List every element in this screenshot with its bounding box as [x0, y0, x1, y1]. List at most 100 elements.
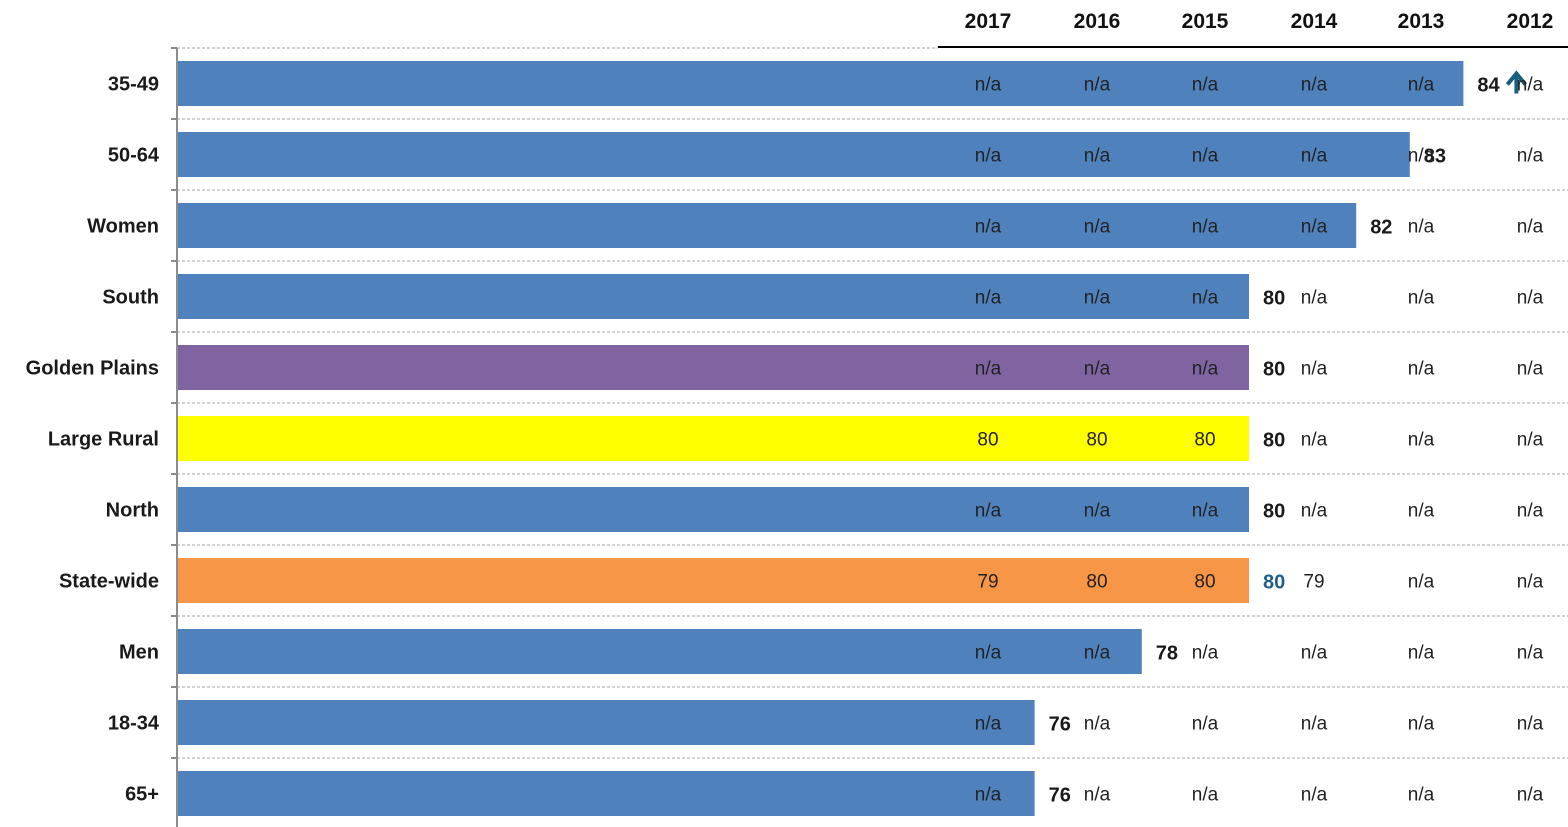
table-cell: n/a: [1084, 359, 1111, 380]
data-label: 80: [1263, 359, 1285, 381]
data-label: 76: [1049, 714, 1071, 736]
table-cell: n/a: [975, 146, 1002, 167]
bar-series: [178, 61, 1464, 816]
table-cell: n/a: [1301, 785, 1328, 806]
table-column-header: 2015: [1182, 10, 1229, 33]
trend-table: 2017 2016 2015 2014 2013 2012 n/a n/a n/a n/a n/a n…: [965, 10, 1554, 806]
table-column-header: 2014: [1291, 10, 1338, 33]
bar: [178, 203, 1357, 248]
data-label: 80: [1263, 430, 1285, 452]
category-label: North: [106, 500, 159, 522]
table-cell: n/a: [1084, 643, 1111, 664]
table-cell: n/a: [975, 288, 1002, 309]
table-cell: n/a: [975, 643, 1002, 664]
table-cell: n/a: [975, 714, 1002, 735]
arrow-up-icon: [1505, 70, 1527, 94]
table-cell: 80: [1194, 572, 1215, 593]
bar: [178, 61, 1464, 106]
table-cell: n/a: [1408, 501, 1435, 522]
table-cell: n/a: [1084, 75, 1111, 96]
table-cell: n/a: [1517, 288, 1544, 309]
table-cell: n/a: [1192, 288, 1219, 309]
category-label: South: [102, 287, 159, 309]
table-cell: n/a: [1517, 146, 1544, 167]
table-cell: n/a: [1084, 146, 1111, 167]
table-cell: n/a: [1517, 714, 1544, 735]
table-cell: n/a: [1301, 217, 1328, 238]
table-cell: n/a: [1408, 643, 1435, 664]
bar: [178, 132, 1410, 177]
table-cell: n/a: [1301, 288, 1328, 309]
bar: [178, 629, 1142, 674]
table-cell: n/a: [1192, 785, 1219, 806]
table-cell: n/a: [975, 217, 1002, 238]
table-cell: n/a: [1517, 359, 1544, 380]
table-cell: n/a: [1408, 75, 1435, 96]
table-cell: n/a: [1517, 785, 1544, 806]
data-label: 84: [1477, 75, 1500, 97]
table-cell: n/a: [1408, 785, 1435, 806]
table-column-header: 2017: [965, 10, 1012, 33]
table-cell: 80: [1086, 572, 1107, 593]
bar: [178, 771, 1035, 816]
labels: 35-49 84 50-64 83 Women 82 South 80 Golden Plain…: [26, 70, 1527, 807]
table-column-header: 2016: [1074, 10, 1121, 33]
category-label: Men: [119, 642, 159, 664]
table-cell: n/a: [1408, 572, 1435, 593]
bar: [178, 487, 1249, 532]
data-label: 80: [1263, 288, 1285, 310]
data-label: 80: [1263, 501, 1285, 523]
table-cell: n/a: [1084, 288, 1111, 309]
table-cell: n/a: [1301, 643, 1328, 664]
table-cell: n/a: [1084, 501, 1111, 522]
table-cell: n/a: [1084, 714, 1111, 735]
data-label: 82: [1370, 217, 1392, 239]
category-label: 65+: [125, 784, 159, 806]
table-cell: 79: [1303, 572, 1324, 593]
table-cell: 80: [1194, 430, 1215, 451]
table-cell: n/a: [1517, 501, 1544, 522]
bar: [178, 558, 1249, 603]
category-label: 35-49: [108, 74, 159, 96]
table-cell: n/a: [1517, 643, 1544, 664]
table-cell: n/a: [1192, 643, 1219, 664]
table-column-header: 2013: [1398, 10, 1445, 33]
table-cell: n/a: [1517, 75, 1544, 96]
category-label: Women: [87, 216, 159, 238]
data-label: 76: [1049, 785, 1071, 807]
table-cell: n/a: [1192, 146, 1219, 167]
bar: [178, 416, 1249, 461]
table-cell: n/a: [1192, 501, 1219, 522]
table-cell: n/a: [975, 785, 1002, 806]
category-label: Large Rural: [48, 429, 159, 451]
bar: [178, 700, 1035, 745]
table-cell: n/a: [1408, 146, 1435, 167]
table-cell: n/a: [1301, 714, 1328, 735]
table-cell: n/a: [975, 359, 1002, 380]
category-axis: [171, 47, 178, 827]
grid-lines: [177, 46, 1568, 759]
data-label: 83: [1424, 146, 1446, 168]
table-cell: n/a: [1084, 217, 1111, 238]
table-cell: n/a: [1517, 572, 1544, 593]
table-cell: n/a: [1408, 359, 1435, 380]
table-cell: n/a: [1192, 359, 1219, 380]
table-cell: n/a: [1517, 217, 1544, 238]
category-label: 50-64: [108, 145, 160, 167]
category-label: Golden Plains: [26, 358, 159, 380]
data-label: 78: [1156, 643, 1178, 665]
table-cell: n/a: [1192, 75, 1219, 96]
table-cell: 80: [977, 430, 998, 451]
category-label: State-wide: [59, 571, 159, 593]
table-cell: n/a: [1192, 714, 1219, 735]
table-cell: n/a: [1192, 217, 1219, 238]
table-cell: n/a: [975, 501, 1002, 522]
table-cell: n/a: [1301, 501, 1328, 522]
table-cell: n/a: [1084, 785, 1111, 806]
table-cell: n/a: [1301, 75, 1328, 96]
table-cell: n/a: [1408, 217, 1435, 238]
table-cell: n/a: [975, 75, 1002, 96]
table-cell: n/a: [1301, 359, 1328, 380]
table-cell: n/a: [1408, 430, 1435, 451]
